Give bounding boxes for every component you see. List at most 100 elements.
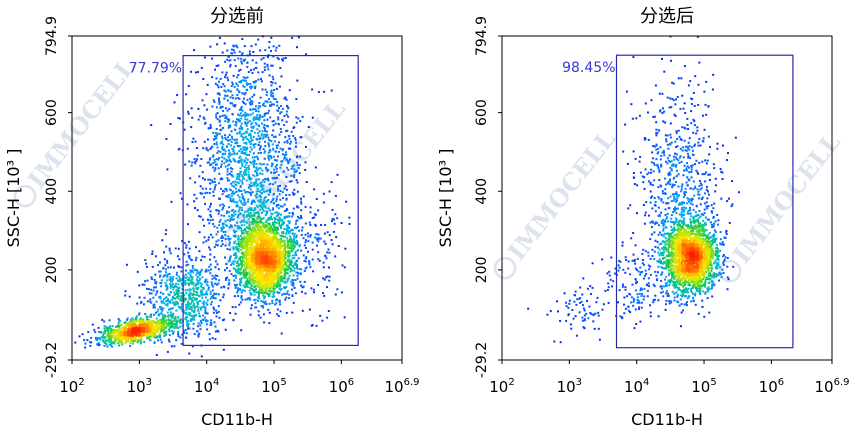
event-dot bbox=[303, 269, 306, 272]
event-dot bbox=[149, 324, 152, 327]
event-dot bbox=[179, 192, 182, 195]
event-dot bbox=[298, 164, 301, 167]
event-dot bbox=[250, 45, 253, 48]
event-dot bbox=[216, 43, 219, 46]
event-dot bbox=[185, 93, 188, 96]
event-dot bbox=[211, 236, 214, 239]
event-dot bbox=[224, 165, 227, 168]
event-dot bbox=[297, 36, 300, 39]
event-dot bbox=[235, 184, 238, 186]
event-dot bbox=[240, 268, 242, 271]
event-dot bbox=[251, 95, 254, 98]
event-dot bbox=[222, 206, 224, 209]
event-dot bbox=[252, 112, 254, 115]
event-dot bbox=[247, 171, 250, 174]
event-dot bbox=[185, 303, 187, 306]
event-dot bbox=[127, 337, 130, 340]
event-dot bbox=[254, 298, 257, 301]
event-dot bbox=[246, 297, 249, 300]
event-dot bbox=[170, 200, 173, 203]
event-dot bbox=[130, 321, 133, 324]
event-dot bbox=[108, 332, 111, 335]
event-dot bbox=[231, 153, 234, 156]
event-dot bbox=[87, 331, 90, 333]
event-dot bbox=[180, 270, 183, 273]
event-dot bbox=[150, 333, 153, 336]
event-dot bbox=[254, 121, 257, 124]
event-dot bbox=[205, 290, 208, 293]
event-dot bbox=[247, 167, 250, 169]
event-dot bbox=[292, 282, 295, 285]
event-dot bbox=[259, 185, 262, 188]
event-dot bbox=[267, 142, 270, 145]
event-dot bbox=[283, 242, 286, 245]
event-dot bbox=[290, 250, 293, 253]
event-dot bbox=[264, 272, 267, 275]
event-dot bbox=[179, 117, 181, 120]
event-dot bbox=[206, 83, 209, 86]
event-dot bbox=[250, 181, 253, 184]
event-dot bbox=[291, 265, 294, 267]
event-dot bbox=[236, 271, 239, 274]
event-dot bbox=[216, 92, 219, 95]
event-dot bbox=[136, 341, 139, 344]
event-dot bbox=[295, 179, 298, 182]
event-dot bbox=[254, 194, 257, 197]
event-dot bbox=[210, 281, 213, 284]
event-dot bbox=[249, 113, 252, 116]
event-dot bbox=[239, 125, 242, 128]
event-dot bbox=[248, 101, 251, 104]
event-dot bbox=[262, 225, 265, 228]
event-dot bbox=[234, 213, 237, 216]
event-dot bbox=[281, 108, 284, 110]
event-dot bbox=[253, 146, 256, 149]
event-dot bbox=[143, 283, 146, 286]
event-dot bbox=[296, 264, 298, 266]
event-dot bbox=[274, 281, 277, 284]
event-dot bbox=[259, 272, 262, 275]
event-dot bbox=[303, 259, 306, 262]
event-dot bbox=[271, 92, 274, 95]
event-dot bbox=[274, 150, 277, 153]
event-dot bbox=[259, 270, 262, 273]
event-dot bbox=[110, 336, 113, 339]
event-dot bbox=[171, 280, 174, 283]
event-dot bbox=[200, 268, 203, 271]
event-dot bbox=[103, 341, 106, 344]
event-dot bbox=[286, 278, 289, 281]
event-dot bbox=[240, 106, 243, 109]
event-dot bbox=[317, 284, 320, 286]
event-dot bbox=[249, 216, 252, 219]
event-dot bbox=[150, 313, 153, 316]
event-dot bbox=[232, 218, 235, 221]
event-dot bbox=[257, 116, 260, 119]
event-dot bbox=[271, 248, 274, 251]
event-dot bbox=[191, 161, 194, 164]
event-dot bbox=[170, 326, 173, 329]
event-dot bbox=[155, 317, 158, 320]
event-dot bbox=[278, 285, 281, 288]
event-dot bbox=[232, 198, 235, 200]
event-dot bbox=[221, 235, 224, 237]
event-dot bbox=[270, 50, 272, 52]
event-dot bbox=[275, 268, 278, 271]
event-dot bbox=[224, 256, 226, 259]
event-dot bbox=[229, 102, 232, 105]
event-dot bbox=[243, 264, 246, 266]
event-dot bbox=[179, 336, 182, 339]
event-dot bbox=[244, 282, 247, 285]
event-dot bbox=[175, 322, 178, 325]
event-dot bbox=[253, 116, 256, 119]
event-dot bbox=[270, 239, 273, 242]
event-dot bbox=[251, 239, 254, 242]
event-dot bbox=[252, 223, 254, 226]
event-dot bbox=[209, 248, 212, 251]
event-dot bbox=[278, 255, 281, 258]
event-dot bbox=[270, 95, 273, 97]
event-dot bbox=[229, 200, 232, 202]
event-dot bbox=[256, 285, 258, 288]
event-dot bbox=[331, 220, 333, 223]
event-dot bbox=[261, 137, 264, 140]
event-dot bbox=[174, 300, 177, 303]
event-dot bbox=[261, 173, 264, 176]
